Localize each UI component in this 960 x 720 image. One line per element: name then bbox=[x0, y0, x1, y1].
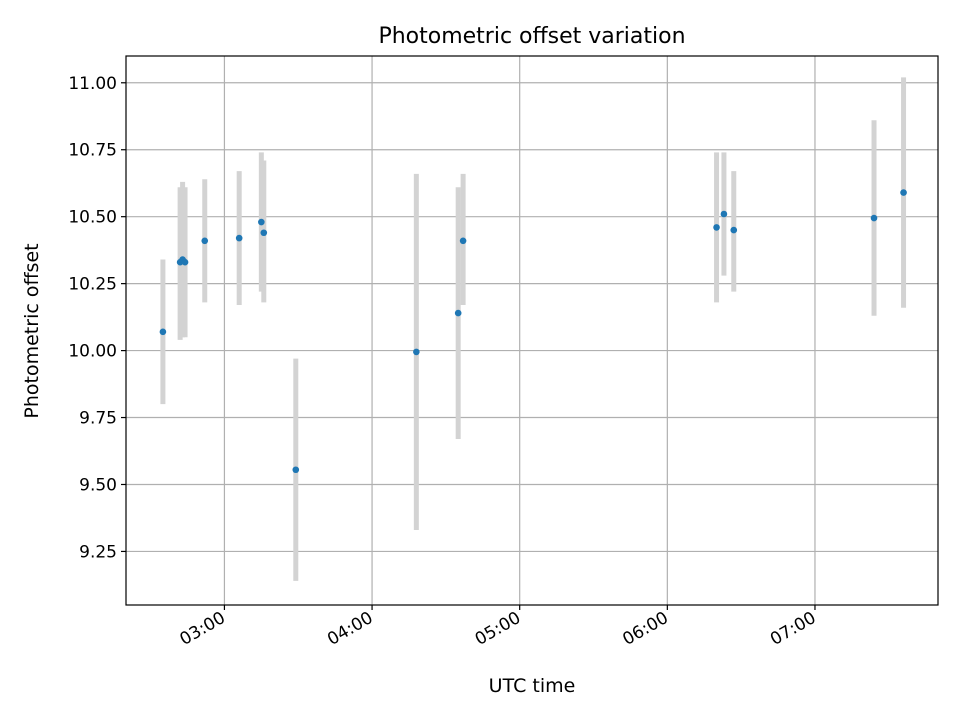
plot-frame bbox=[125, 55, 939, 606]
data-point bbox=[260, 229, 268, 237]
data-point bbox=[870, 214, 878, 222]
data-point bbox=[413, 348, 420, 356]
y-axis-label: Photometric offset bbox=[21, 243, 43, 418]
data-point bbox=[258, 218, 265, 226]
data-point bbox=[292, 466, 300, 474]
data-point bbox=[720, 210, 728, 218]
y-axis-ticks: 9.25 9.50 9.75 10.00 10.25 10.50 10.75 11.00 bbox=[68, 74, 126, 562]
y-tick-label: 9.75 bbox=[79, 409, 117, 429]
data-point bbox=[713, 224, 720, 231]
data-point bbox=[235, 234, 243, 242]
y-tick-label: 10.00 bbox=[68, 342, 117, 362]
data-point bbox=[181, 258, 189, 266]
x-axis-label: UTC time bbox=[489, 675, 576, 697]
y-tick-label: 9.25 bbox=[79, 542, 117, 562]
y-tick-label: 10.75 bbox=[68, 141, 117, 161]
data-point bbox=[454, 309, 462, 317]
data-point bbox=[900, 189, 907, 196]
data-point bbox=[159, 328, 167, 336]
chart-title: Photometric offset variation bbox=[378, 24, 685, 49]
y-tick-label: 10.25 bbox=[68, 275, 117, 295]
y-tick-label: 10.50 bbox=[68, 208, 117, 228]
data-point bbox=[730, 226, 738, 234]
y-tick-label: 11.00 bbox=[68, 74, 117, 94]
data-point bbox=[201, 237, 209, 245]
y-tick-label: 9.50 bbox=[79, 475, 117, 495]
data-points bbox=[159, 189, 907, 474]
data-point bbox=[459, 237, 467, 245]
